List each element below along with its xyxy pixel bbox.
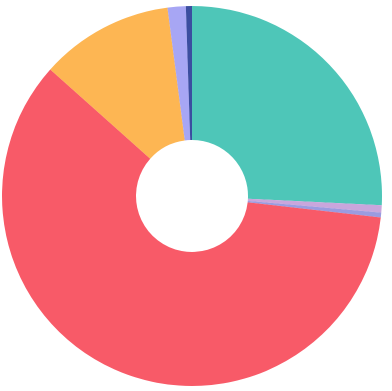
donut-slice-6 <box>185 6 192 141</box>
donut-slice-4 <box>50 7 185 159</box>
donut-slice-3 <box>1 69 381 386</box>
donut-slice-5 <box>167 6 191 141</box>
donut-slice-2 <box>247 200 382 218</box>
donut-slice-1 <box>247 198 382 213</box>
donut-slice-0 <box>192 6 382 206</box>
